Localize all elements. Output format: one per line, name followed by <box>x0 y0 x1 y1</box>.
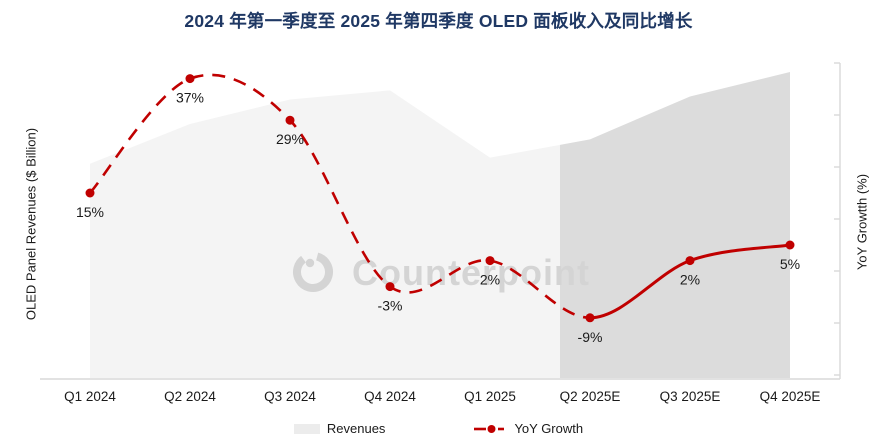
yoy-data-point <box>685 256 695 266</box>
revenues-swatch-icon <box>293 423 320 434</box>
yoy-data-point <box>585 313 595 323</box>
yoy-data-point <box>785 240 795 250</box>
yoy-data-point <box>485 256 495 266</box>
yoy-data-label: 29% <box>276 131 304 147</box>
yoy-data-point <box>285 115 295 125</box>
yoy-line-marker-icon <box>474 424 505 433</box>
yoy-data-label: -9% <box>578 329 603 345</box>
yoy-data-point <box>185 74 195 84</box>
x-axis-label: Q2 2024 <box>164 389 216 404</box>
yoy-data-point <box>85 188 95 198</box>
x-axis-labels: Q1 2024 Q2 2024 Q3 2024 Q4 2024 Q1 2025 Q2 20… <box>0 389 877 405</box>
x-axis-label: Q3 2024 <box>264 389 316 404</box>
x-axis-label: Q1 2024 <box>64 389 116 404</box>
revenue-area-actual <box>90 90 560 379</box>
yoy-line-layer <box>85 73 795 323</box>
axes-layer <box>40 62 841 380</box>
legend-revenues-label: Revenues <box>326 421 386 436</box>
watermark: Counterpoint <box>293 252 589 293</box>
yoy-data-label: -3% <box>378 298 403 314</box>
legend-item-revenues: Revenues <box>293 421 386 436</box>
yoy-data-point <box>385 282 395 292</box>
legend-yoy-label: YoY Growth <box>514 421 584 436</box>
yoy-data-label: 2% <box>680 272 700 288</box>
yoy-data-label: 2% <box>480 272 500 288</box>
yoy-data-label: 37% <box>176 90 204 106</box>
x-axis-label: Q4 2025E <box>759 389 821 404</box>
chart-title: 2024 年第一季度至 2025 年第四季度 OLED 面板收入及同比增长 <box>184 11 693 31</box>
yoy-data-label: 5% <box>780 256 800 272</box>
yoy-line-dashed <box>89 73 591 320</box>
x-axis-label: Q1 2025 <box>464 389 516 404</box>
x-axis-label: Q3 2025E <box>659 389 721 404</box>
legend-item-yoy-growth: YoY Growth <box>473 421 583 436</box>
counterpoint-logo-icon <box>293 252 333 292</box>
yoy-data-label: 15% <box>76 204 104 220</box>
revenue-area-estimate <box>560 72 790 378</box>
x-axis-label: Q4 2024 <box>364 389 416 404</box>
chart-legend: Revenues YoY Growth <box>0 421 877 436</box>
revenue-area-layer <box>90 72 790 379</box>
data-labels-layer: 15% 37% 29% -3% 2% -9% 2% 5% <box>76 90 800 345</box>
x-axis-label: Q2 2025E <box>559 389 621 404</box>
